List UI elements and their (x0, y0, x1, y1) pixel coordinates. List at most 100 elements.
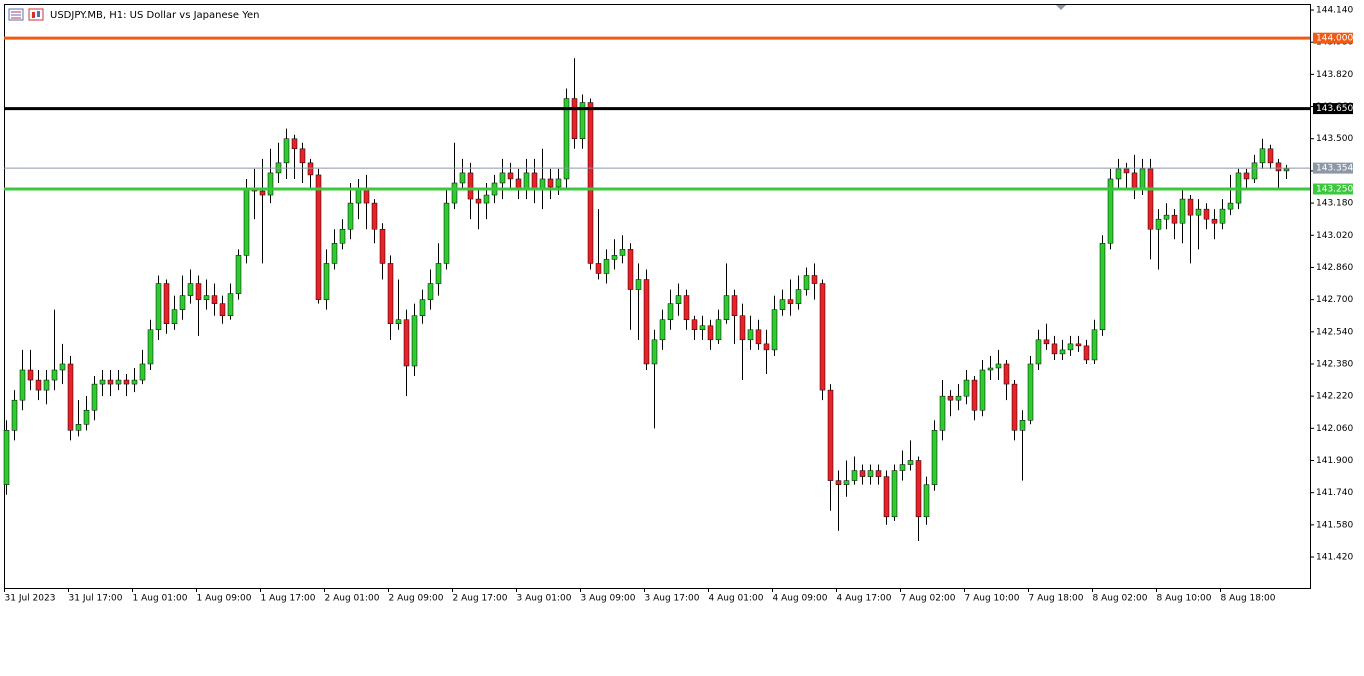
candle-body (243, 188, 250, 256)
x-tick-label: 4 Aug 01:00 (709, 594, 764, 604)
x-tick-label: 1 Aug 01:00 (133, 594, 188, 604)
candle-body (875, 470, 882, 477)
candle-body (1115, 168, 1122, 180)
candle-body (1171, 214, 1178, 224)
candle-body (203, 295, 210, 300)
candle-body (763, 343, 770, 351)
candle-body (1187, 198, 1194, 216)
candle-body (955, 395, 962, 401)
candle-body (27, 369, 34, 381)
candle-body (419, 299, 426, 316)
candle-body (923, 484, 930, 518)
candle-body (67, 363, 74, 431)
x-tick-label: 4 Aug 17:00 (837, 594, 892, 604)
candle-body (1035, 339, 1042, 365)
chart-title: USDJPY.MB, H1: US Dollar vs Japanese Yen (50, 10, 259, 21)
x-tick-label: 1 Aug 17:00 (261, 594, 316, 604)
candle-body (3, 430, 10, 485)
y-tick-label: 141.580 (1316, 520, 1353, 530)
x-tick-label: 8 Aug 18:00 (1221, 594, 1276, 604)
x-tick-label: 1 Aug 09:00 (197, 594, 252, 604)
candle-body (83, 409, 90, 425)
candle-body (315, 174, 322, 300)
y-tick-label: 143.020 (1316, 231, 1353, 241)
candle-body (451, 182, 458, 204)
y-tick-label: 142.060 (1316, 424, 1353, 434)
candle-body (1211, 218, 1218, 224)
y-tick-label: 143.180 (1316, 199, 1353, 209)
candle-body (363, 188, 370, 204)
candle-body (691, 319, 698, 331)
candle-body (1091, 329, 1098, 361)
candle-body (627, 249, 634, 290)
candle-body (1051, 343, 1058, 355)
candle-body (1027, 363, 1034, 421)
candle-body (267, 172, 274, 196)
candle-body (1011, 383, 1018, 431)
candle-body (99, 379, 106, 385)
y-tick-label: 141.740 (1316, 488, 1353, 498)
candle-body (283, 138, 290, 164)
candle-body (395, 319, 402, 325)
candle-body (443, 202, 450, 264)
level-label-box (1313, 32, 1353, 44)
candle-body (659, 319, 666, 341)
candle-body (1227, 202, 1234, 210)
candle-body (211, 295, 218, 304)
candle-body (1195, 208, 1202, 216)
x-tick-label: 3 Aug 09:00 (581, 594, 636, 604)
candle-body (339, 228, 346, 244)
candle-body (291, 138, 298, 150)
candle-body (907, 460, 914, 465)
candle-body (139, 363, 146, 381)
y-tick-label: 142.380 (1316, 359, 1353, 369)
candle-body (411, 315, 418, 367)
x-tick-label: 31 Jul 17:00 (69, 594, 123, 604)
candle-body (819, 283, 826, 391)
y-tick-label: 143.820 (1316, 70, 1353, 80)
x-tick-label: 2 Aug 01:00 (325, 594, 380, 604)
candle-body (723, 295, 730, 320)
current-price-label: 143.354 (1316, 164, 1353, 174)
candle-body (75, 424, 82, 431)
candle-body (403, 319, 410, 367)
x-tick-label: 8 Aug 10:00 (1157, 594, 1212, 604)
candle-body (755, 329, 762, 345)
candle-body (435, 263, 442, 284)
x-tick-label: 8 Aug 02:00 (1093, 594, 1148, 604)
y-tick-label: 142.540 (1316, 327, 1353, 337)
candle-body (963, 379, 970, 397)
x-tick-label: 7 Aug 10:00 (965, 594, 1020, 604)
candle-body (931, 430, 938, 485)
candle-body (539, 178, 546, 190)
candle-body (259, 190, 266, 196)
candle-body (835, 480, 842, 485)
candle-body (355, 188, 362, 204)
candle-body (1043, 339, 1050, 345)
candle-body (219, 303, 226, 316)
candle-body (571, 98, 578, 139)
current-price-box (1313, 162, 1353, 174)
candle-body (987, 367, 994, 371)
candle-body (235, 255, 242, 294)
y-tick-label: 141.420 (1316, 553, 1353, 563)
y-tick-label: 142.700 (1316, 295, 1353, 305)
candle-body (747, 329, 754, 341)
candle-body (467, 172, 474, 200)
candle-body (787, 299, 794, 304)
candle-body (1179, 198, 1186, 224)
candle-body (19, 369, 26, 401)
candle-body (51, 369, 58, 381)
candle-body (115, 379, 122, 385)
level-label: 144.000 (1316, 34, 1353, 44)
y-tick-label: 144.140 (1316, 6, 1353, 16)
candle-body (379, 228, 386, 264)
candle-body (1163, 214, 1170, 220)
candle-body (163, 283, 170, 325)
x-tick-label: 2 Aug 09:00 (389, 594, 444, 604)
candle-body (795, 289, 802, 304)
candle-body (603, 259, 610, 274)
candle-body (1283, 168, 1290, 172)
candle-body (475, 198, 482, 204)
candle-body (939, 395, 946, 431)
